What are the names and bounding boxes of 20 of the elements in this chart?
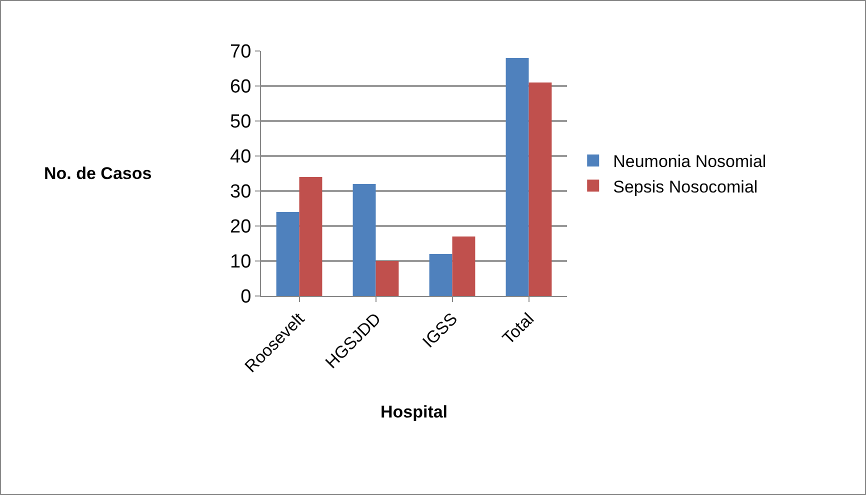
legend-label: Sepsis Nosocomial <box>613 177 758 196</box>
y-tick-label: 10 <box>230 252 252 273</box>
y-tick-label: 40 <box>230 146 252 168</box>
bar <box>429 254 452 296</box>
y-tick-label: 70 <box>230 42 252 63</box>
y-tick-label: 60 <box>230 76 252 98</box>
y-axis-title: No. de Casos <box>44 164 152 183</box>
y-tick-label: 50 <box>230 112 252 133</box>
bar <box>299 177 322 296</box>
y-tick-label: 30 <box>230 182 252 203</box>
x-axis-title: Hospital <box>380 402 448 422</box>
legend-label: Neumonia Nosomial <box>613 152 766 172</box>
y-tick-label: 20 <box>230 216 252 238</box>
bar <box>452 236 476 296</box>
y-tick-label: 0 <box>240 286 252 308</box>
bar <box>506 58 529 296</box>
bar <box>528 82 552 296</box>
bar <box>376 261 399 296</box>
bar <box>352 184 376 296</box>
bar <box>276 212 300 296</box>
